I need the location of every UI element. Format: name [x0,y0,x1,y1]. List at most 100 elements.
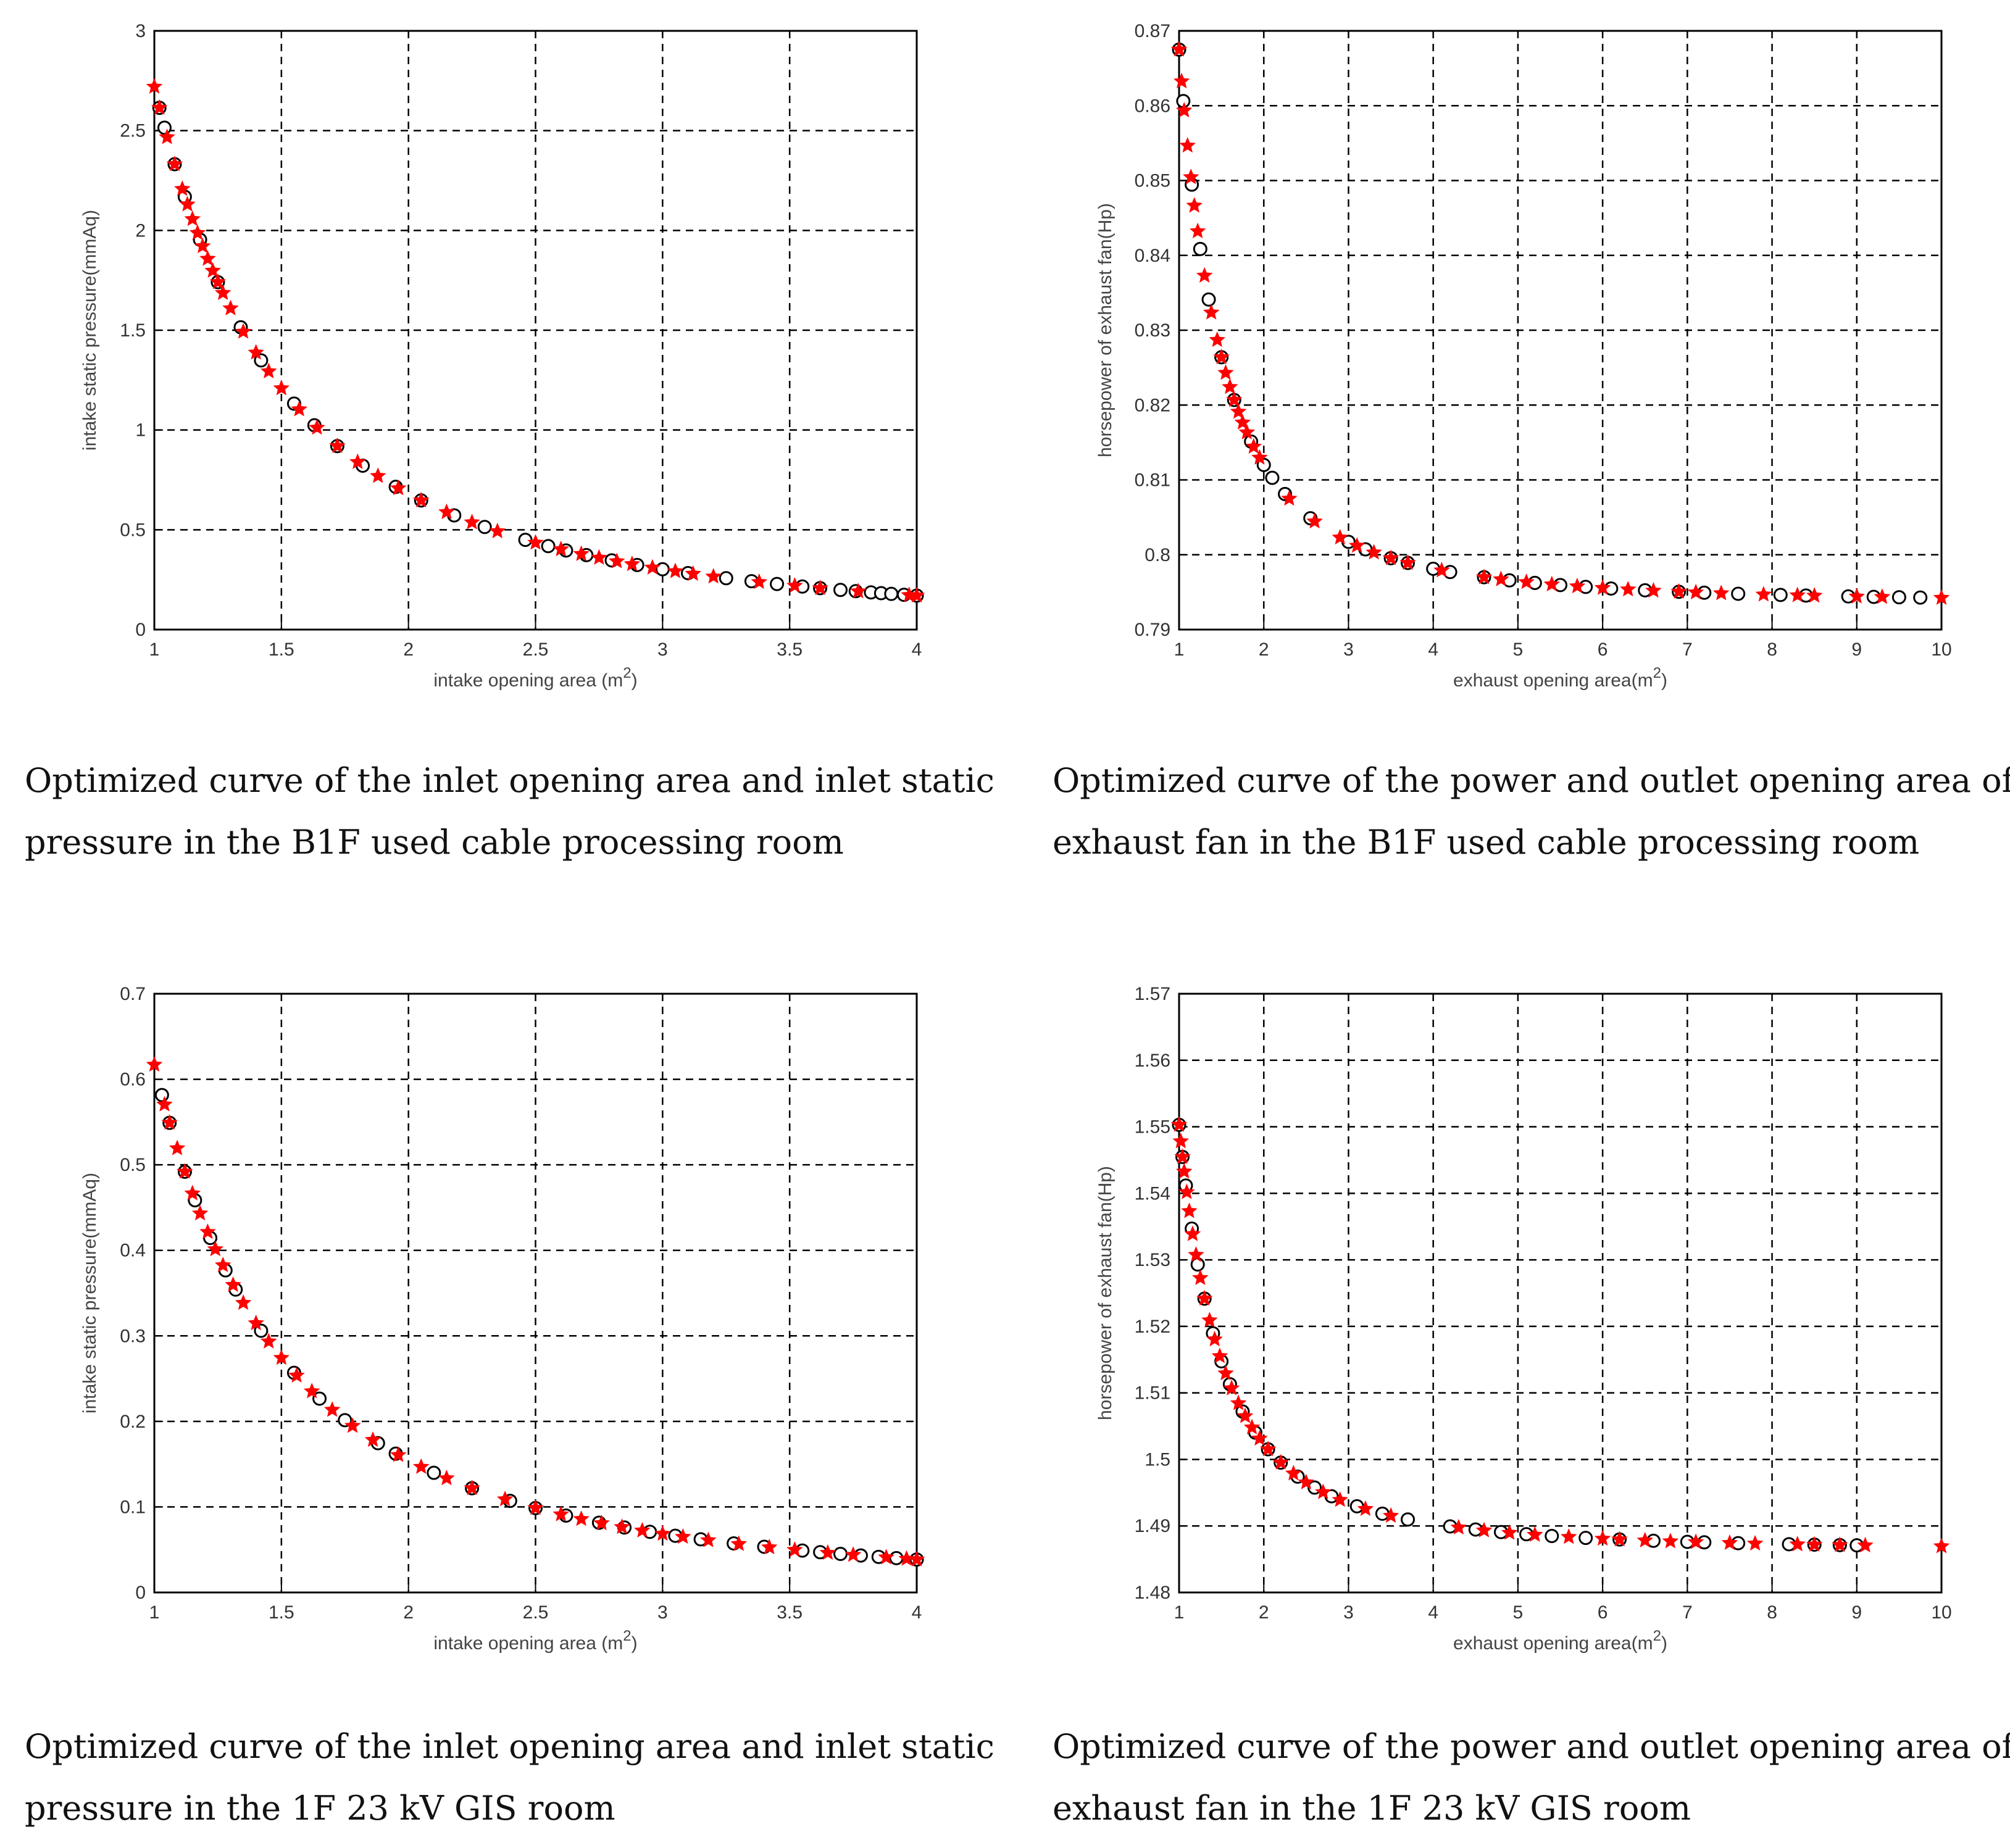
caption-line: pressure in the 1F 23 kV GIS room [25,1789,615,1828]
data-point-star [1848,588,1866,604]
data-point-star [1230,1394,1247,1410]
data-point-star [174,180,191,196]
data-point-star [214,284,231,300]
data-point-star [309,419,325,435]
x-axis-label-superscript: 2 [1653,665,1661,681]
x-axis-label: intake opening area (m2) [433,665,637,691]
data-point-star [184,1184,201,1201]
chart-exhaust-1f: 1 2 3 4 5 6 7 8 9 10 1.48 1.49 1.5 1.51 1.52 1.53 1.54 1.… [1095,984,1952,1654]
data-point-star [1933,1538,1950,1554]
data-point-star [1348,537,1366,553]
data-point-star [819,1544,836,1560]
y-tick-label: 0.5 [120,520,146,540]
data-point-star [1186,197,1203,213]
y-tick-label: 1.51 [1135,1383,1170,1404]
data-point-star [169,1139,186,1155]
data-point-star [1196,267,1213,283]
data-point-star [1315,1483,1332,1499]
data-point-star [1857,1536,1874,1553]
data-point-star [464,1480,480,1496]
caption-intake-b1f: Optimized curve of the inlet opening are… [25,750,995,873]
data-point-star [1272,1454,1289,1470]
data-point-star [705,568,722,584]
data-point-star [527,1499,544,1515]
data-point-star [608,552,625,568]
y-tick-label: 2.5 [120,121,146,141]
data-point-star [1178,1183,1195,1199]
data-point-star [812,579,828,596]
data-point-star [199,250,216,266]
data-point-star [209,273,227,289]
data-point-star [1332,528,1348,545]
data-point-star [194,238,211,254]
y-tick-label: 0.7 [120,984,146,1004]
x-axis-label-superscript: 2 [1653,1628,1661,1644]
data-point-star [1196,1289,1213,1306]
data-point-star [1223,1380,1240,1396]
data-point-star [1789,1536,1806,1552]
data-point-star [189,224,206,240]
data-point-star [1382,549,1399,565]
data-point-circle [1773,588,1788,602]
data-point-star [1382,1507,1399,1523]
x-tick-label: 1.5 [269,1602,294,1623]
data-point-star [496,1491,514,1507]
data-point-star [1594,579,1611,595]
data-point-star [1243,1418,1261,1434]
data-point-star [1238,423,1256,439]
y-tick-label: 3 [135,21,146,41]
series-black-circles [1172,42,1928,605]
y-tick-label: 0.84 [1135,246,1170,266]
y-tick-label: 0 [135,1583,146,1603]
data-point-star [1217,1365,1234,1381]
x-tick-label: 9 [1851,639,1862,660]
x-axis-label-superscript: 2 [623,665,631,681]
data-point-circle [1731,586,1746,601]
x-tick-label: 5 [1513,1602,1524,1623]
data-point-star [1450,1518,1467,1535]
data-point-star [593,1514,610,1531]
caption-exhaust-b1f: Optimized curve of the power and outlet … [1053,750,2010,873]
y-tick-label: 0.81 [1135,470,1170,491]
data-point-star [1594,1530,1611,1546]
data-point-star [553,540,569,557]
x-tick-label: 3 [657,1602,668,1623]
y-tick-label: 0.82 [1135,395,1170,415]
caption-intake-1f: Optimized curve of the inlet opening are… [25,1716,995,1839]
data-point-star [644,559,661,575]
data-point-star [1527,1526,1543,1542]
series-black-circles [154,1088,924,1567]
data-point-star [1789,586,1806,602]
data-point-star [1560,1528,1577,1544]
data-point-star [329,437,346,453]
data-point-star [1645,582,1662,598]
data-point-star [1399,554,1416,570]
x-tick-label: 1 [149,639,160,660]
chart-intake-b1f: 1 1.5 2 2.5 3 3.5 4 0 0.5 1 1.5 2 2.5 3 intake opening… [80,21,925,691]
data-point-star [303,1383,320,1399]
data-point-star [1211,1347,1228,1363]
y-tick-label: 0.8 [1145,545,1170,565]
data-point-star [1501,1524,1518,1540]
data-point-star [1188,1246,1204,1262]
data-point-circle [1578,1531,1593,1546]
data-point-star [1213,348,1230,365]
x-tick-label: 4 [912,639,922,660]
x-axis-label-tail: ) [1661,1633,1667,1654]
data-point-star [1475,568,1493,585]
data-point-star [260,1333,277,1349]
data-point-star [1746,1534,1764,1551]
series-red-stars [1170,41,1950,605]
data-point-star [1298,1473,1315,1489]
data-point-star [1234,414,1251,430]
data-point-star [1209,331,1226,348]
y-tick-label: 0.83 [1135,320,1170,341]
data-point-star [1543,575,1561,592]
data-point-star [146,78,163,94]
data-point-star [1206,1331,1223,1347]
y-tick-label: 0.86 [1135,96,1170,116]
y-tick-label: 0.6 [120,1070,146,1090]
data-point-star [273,1349,290,1365]
x-axis-label-text: exhaust opening area(m [1453,670,1653,691]
data-point-star [1332,1491,1348,1507]
